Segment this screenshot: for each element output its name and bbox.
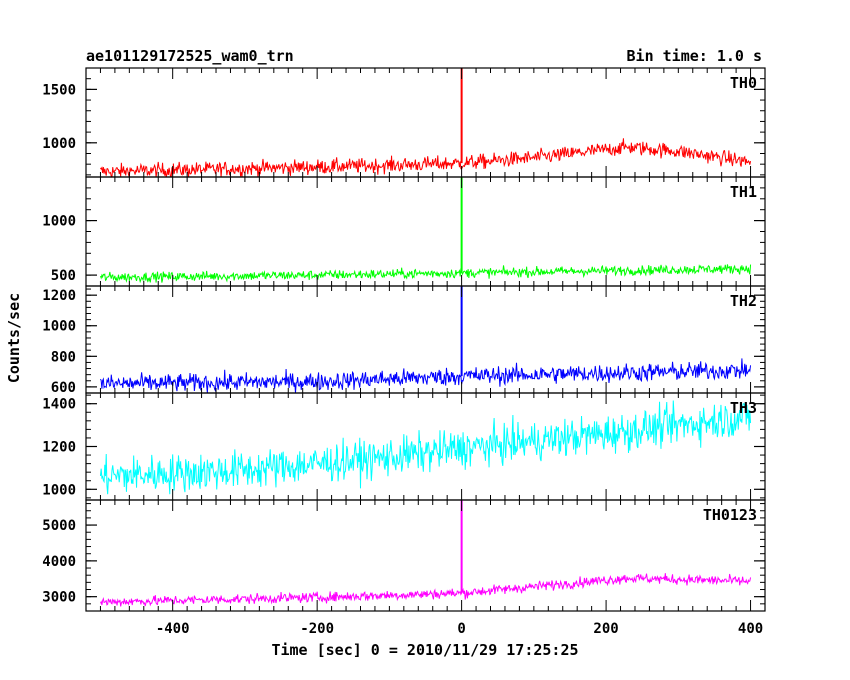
y-tick-label: 1000 xyxy=(42,482,76,498)
panel-th1: 500 1000 TH1 xyxy=(42,176,766,287)
panel-label-th2: TH2 xyxy=(730,292,757,310)
y-tick-label: 1500 xyxy=(42,82,76,98)
y-tick-label: 1200 xyxy=(42,440,76,456)
x-tick-label: 400 xyxy=(738,621,763,637)
series-line-th2 xyxy=(100,358,752,394)
panel-label-th3: TH3 xyxy=(730,399,757,417)
panel-label-th0123: TH0123 xyxy=(703,506,757,524)
panel-th3: 1000 1200 1400 TH3 xyxy=(42,392,766,501)
panel-label-th0: TH0 xyxy=(730,74,757,92)
y-tick-label: 4000 xyxy=(42,554,76,570)
x-tick-label: 200 xyxy=(593,621,618,637)
x-tick-label: -200 xyxy=(300,621,334,637)
y-tick-label: 1400 xyxy=(42,397,76,413)
panel-th0: 1000 1500 TH0 xyxy=(42,67,766,178)
y-tick-label: 500 xyxy=(51,268,76,284)
panel-label-th1: TH1 xyxy=(730,183,757,201)
y-tick-label: 1000 xyxy=(42,136,76,152)
panels-group: 1000 1500 TH0 500 1000 TH1 600 800 1000 1200 TH2 10… xyxy=(42,67,766,637)
y-tick-label: 1000 xyxy=(42,214,76,230)
y-tick-label: 1000 xyxy=(42,319,76,335)
series-line-th1 xyxy=(99,264,752,284)
y-tick-label: 1200 xyxy=(42,288,76,304)
x-tick-label: 0 xyxy=(457,621,465,637)
y-tick-label: 3000 xyxy=(42,590,76,606)
y-axis-label: Counts/sec xyxy=(5,293,23,383)
y-tick-label: 5000 xyxy=(42,518,76,534)
series-line-th0 xyxy=(100,138,752,178)
panel-th0123: 3000 4000 5000 TH0123 xyxy=(42,499,766,612)
bin-time-label: Bin time: 1.0 s xyxy=(627,47,762,65)
x-tick-label: -400 xyxy=(156,621,190,637)
x-axis-label: Time [sec] 0 = 2010/11/29 17:25:25 xyxy=(271,641,578,659)
chart-title: ae101129172525_wam0_trn xyxy=(86,47,294,65)
panel-frame xyxy=(85,499,766,612)
series-line-th0123 xyxy=(99,573,752,607)
panel-th2: 600 800 1000 1200 TH2 xyxy=(42,285,766,396)
y-tick-label: 800 xyxy=(51,349,76,365)
series-line-th3 xyxy=(99,400,752,495)
y-tick-label: 600 xyxy=(51,380,76,396)
